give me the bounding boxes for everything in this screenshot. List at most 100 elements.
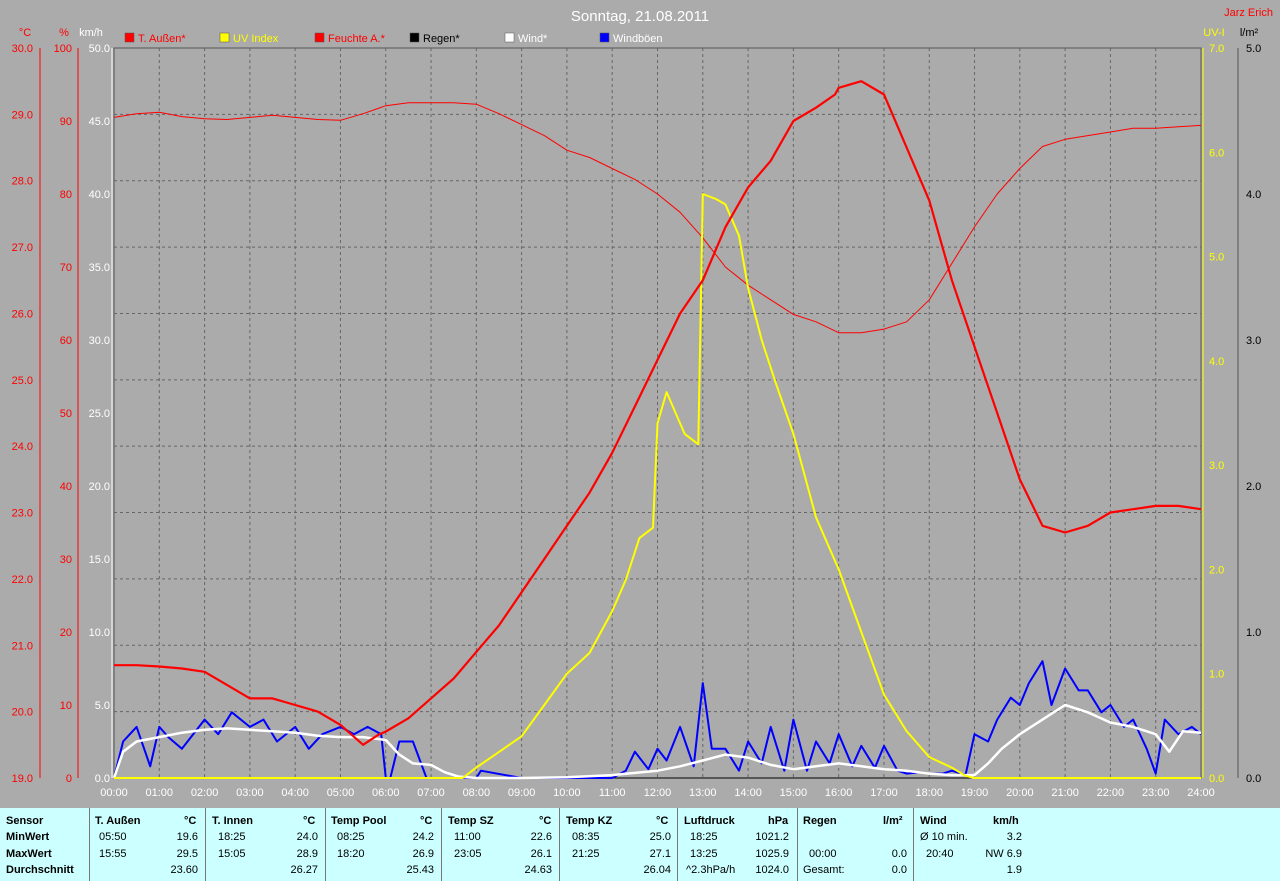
stats-regen-max-val: 0.0 bbox=[891, 848, 907, 860]
stats-wind-avg10-label: Ø 10 min. bbox=[920, 831, 968, 843]
stats-separator bbox=[89, 808, 90, 881]
x-tick-label: 21:00 bbox=[1051, 787, 1079, 799]
stats-temp-kz-min-val: 25.0 bbox=[649, 831, 671, 843]
axis-unit-hum: % bbox=[59, 27, 69, 39]
y-tick-label-uv: 0.0 bbox=[1209, 773, 1224, 785]
axis-unit-rain: l/m² bbox=[1240, 27, 1259, 39]
y-tick-label-humidity: 70 bbox=[60, 262, 72, 274]
y-tick-label-rain: 2.0 bbox=[1246, 481, 1261, 493]
x-tick-label: 03:00 bbox=[236, 787, 264, 799]
legend-label: Regen* bbox=[423, 33, 460, 45]
stats-regen-total-label: Gesamt: bbox=[803, 864, 845, 876]
stats-t-innen-max-time: 15:05 bbox=[218, 848, 246, 860]
legend-swatch bbox=[124, 32, 135, 43]
x-tick-label: 07:00 bbox=[417, 787, 445, 799]
stats-luftdruck-trend: ^2.3hPa/h bbox=[686, 864, 736, 876]
y-tick-label-humidity: 50 bbox=[60, 408, 72, 420]
legend-label: Windböen bbox=[613, 33, 663, 45]
y-tick-label-kmh: 40.0 bbox=[89, 189, 110, 201]
stats-t-innen-min-time: 18:25 bbox=[218, 831, 246, 843]
stats-luftdruck-avg: 1024.0 bbox=[755, 864, 789, 876]
stats-t-aussen-max-time: 15:55 bbox=[99, 848, 127, 860]
stats-luftdruck-max-val: 1025.9 bbox=[755, 848, 789, 860]
y-tick-label-uv: 5.0 bbox=[1209, 252, 1224, 264]
y-tick-label-temp: 23.0 bbox=[12, 508, 33, 520]
y-tick-label-kmh: 35.0 bbox=[89, 262, 110, 274]
y-tick-label-uv: 3.0 bbox=[1209, 460, 1224, 472]
author-label: Jarz Erich bbox=[1224, 7, 1273, 19]
x-tick-label: 18:00 bbox=[915, 787, 943, 799]
stats-wind-avg10-val: 3.2 bbox=[1006, 831, 1022, 843]
stats-separator bbox=[441, 808, 442, 881]
legend-label: Feuchte A.* bbox=[328, 33, 386, 45]
stats-temp-kz-min-time: 08:35 bbox=[572, 831, 600, 843]
x-tick-label: 11:00 bbox=[599, 787, 626, 799]
series-wind bbox=[112, 703, 1202, 780]
x-tick-label: 12:00 bbox=[644, 787, 672, 799]
y-tick-label-temp: 26.0 bbox=[12, 308, 33, 320]
legend-label: Wind* bbox=[518, 33, 548, 45]
y-tick-label-humidity: 30 bbox=[60, 554, 72, 566]
series-windböen bbox=[113, 660, 1202, 779]
stats-temp-sz-unit: °C bbox=[539, 815, 552, 827]
stats-t-innen-avg: 26.27 bbox=[290, 864, 318, 876]
x-tick-label: 01:00 bbox=[146, 787, 174, 799]
y-tick-label-uv: 2.0 bbox=[1209, 564, 1224, 576]
stats-separator bbox=[325, 808, 326, 881]
x-tick-label: 22:00 bbox=[1097, 787, 1125, 799]
stats-regen-header: Regen bbox=[803, 815, 837, 827]
stats-t-innen-max-val: 28.9 bbox=[296, 848, 318, 860]
y-tick-label-humidity: 90 bbox=[60, 116, 72, 128]
stats-temp-pool-min-val: 24.2 bbox=[412, 831, 434, 843]
stats-temp-pool-max-time: 18:20 bbox=[337, 848, 365, 860]
x-tick-label: 08:00 bbox=[463, 787, 491, 799]
x-tick-label: 10:00 bbox=[553, 787, 581, 799]
y-tick-label-rain: 5.0 bbox=[1246, 43, 1261, 55]
stats-separator bbox=[677, 808, 678, 881]
x-tick-label: 24:00 bbox=[1187, 787, 1215, 799]
y-tick-label-rain: 0.0 bbox=[1246, 773, 1261, 785]
weather-chart: 00:00 01:00 02:00 03:00 04:00 05:00 06:00 07:00… bbox=[12, 7, 1273, 799]
legend-swatch bbox=[504, 32, 515, 43]
stats-min-label: MinWert bbox=[6, 831, 50, 843]
stats-sensor-header: Sensor bbox=[6, 815, 44, 827]
y-tick-label-rain: 3.0 bbox=[1246, 335, 1261, 347]
y-tick-label-kmh: 15.0 bbox=[89, 554, 110, 566]
statistics-panel: Sensor MinWert MaxWert Durchschnitt T. A… bbox=[0, 808, 1280, 881]
y-tick-label-rain: 4.0 bbox=[1246, 189, 1261, 201]
x-tick-label: 05:00 bbox=[327, 787, 355, 799]
stats-luftdruck-min-val: 1021.2 bbox=[755, 831, 789, 843]
stats-temp-pool-header: Temp Pool bbox=[331, 815, 387, 827]
legend-label: T. Außen* bbox=[138, 33, 186, 45]
stats-regen-total: 0.0 bbox=[891, 864, 907, 876]
stats-temp-pool-max-val: 26.9 bbox=[412, 848, 434, 860]
stats-t-aussen-max-val: 29.5 bbox=[176, 848, 198, 860]
y-tick-label-kmh: 10.0 bbox=[89, 627, 110, 639]
y-tick-label-kmh: 30.0 bbox=[89, 335, 110, 347]
x-tick-label: 13:00 bbox=[689, 787, 717, 799]
axis-unit-kmh: km/h bbox=[79, 27, 103, 39]
series-uv-index bbox=[114, 193, 1201, 779]
y-tick-label-temp: 24.0 bbox=[12, 441, 33, 453]
stats-temp-kz-max-time: 21:25 bbox=[572, 848, 600, 860]
stats-temp-sz-avg: 24.63 bbox=[524, 864, 552, 876]
stats-t-innen-header: T. Innen bbox=[212, 815, 253, 827]
chart-labels: 00:00 01:00 02:00 03:00 04:00 05:00 06:00 07:00… bbox=[12, 43, 1262, 799]
stats-t-aussen-unit: °C bbox=[184, 815, 197, 827]
y-tick-label-humidity: 60 bbox=[60, 335, 72, 347]
chart-series bbox=[112, 80, 1202, 780]
stats-temp-sz-min-time: 11:00 bbox=[454, 831, 481, 843]
chart-grid bbox=[113, 47, 1202, 779]
stats-temp-sz-header: Temp SZ bbox=[448, 815, 494, 827]
y-tick-label-kmh: 25.0 bbox=[89, 408, 110, 420]
x-tick-label: 09:00 bbox=[508, 787, 536, 799]
legend-label: UV Index bbox=[233, 33, 279, 45]
x-tick-label: 17:00 bbox=[870, 787, 898, 799]
series-t-außen bbox=[114, 80, 1202, 746]
stats-separator bbox=[797, 808, 798, 881]
stats-temp-kz-unit: °C bbox=[656, 815, 669, 827]
stats-temp-kz-avg: 26.04 bbox=[643, 864, 671, 876]
stats-regen-max-time: 00:00 bbox=[809, 848, 837, 860]
stats-temp-pool-avg: 25.43 bbox=[406, 864, 434, 876]
legend-item: UV Index bbox=[219, 32, 279, 45]
